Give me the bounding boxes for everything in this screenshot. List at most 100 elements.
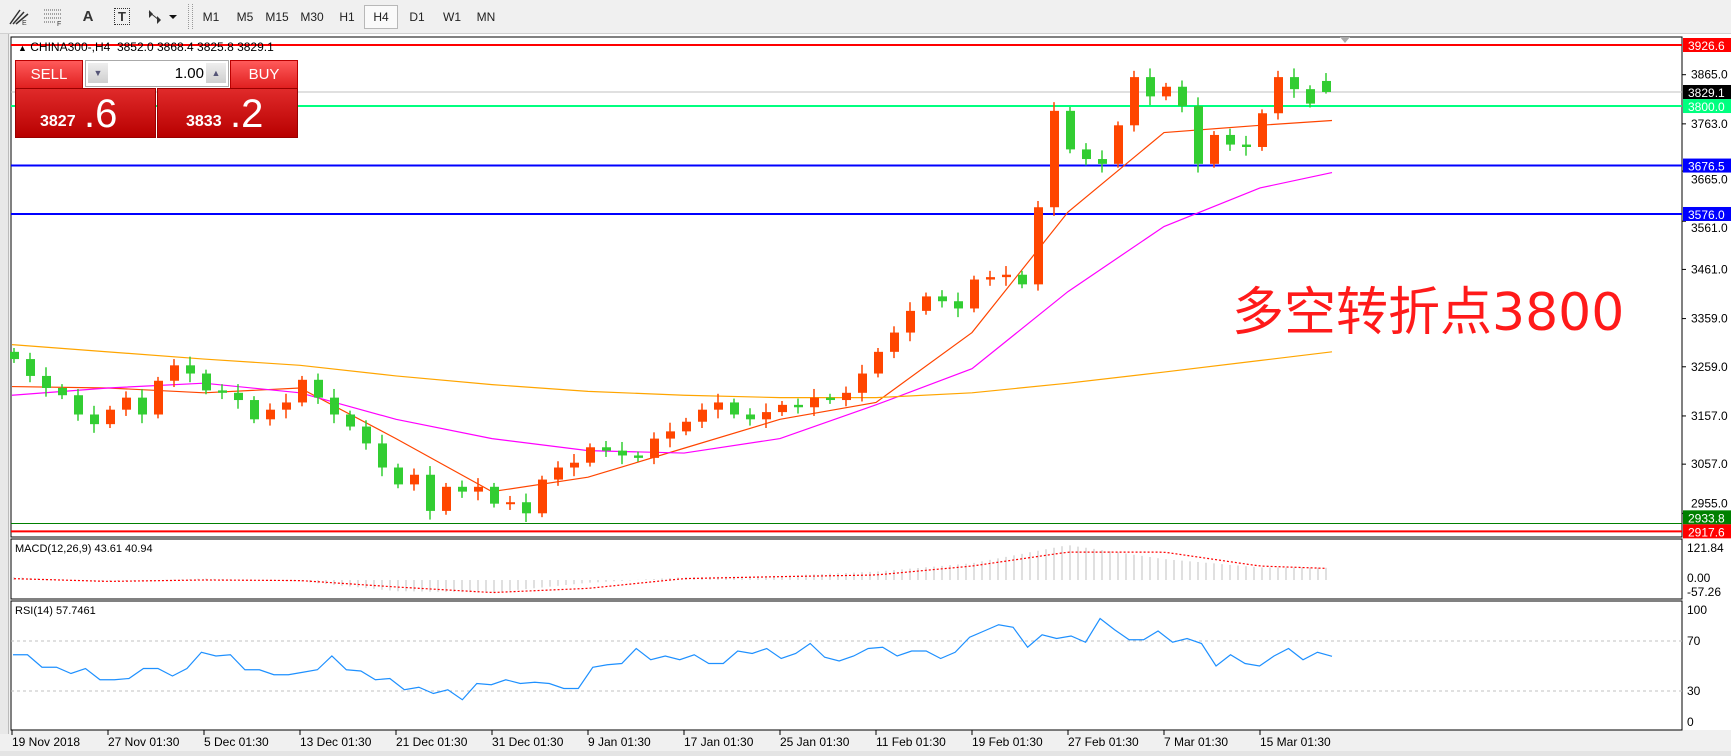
arrows-icon[interactable] xyxy=(143,5,183,27)
candle-body xyxy=(122,397,131,410)
candle xyxy=(442,482,451,515)
y-tick-label: 3461.0 xyxy=(1691,262,1728,276)
timeframe-m30[interactable]: M30 xyxy=(300,10,324,24)
timeframe-m1[interactable]: M1 xyxy=(202,10,220,24)
candle-body xyxy=(874,351,883,374)
buy-price-main: 3833 xyxy=(186,113,222,130)
candle-body xyxy=(394,467,403,485)
moving-average-line-1 xyxy=(11,119,1333,493)
candle-body xyxy=(1178,86,1187,107)
candle-body xyxy=(10,351,19,360)
chart-background xyxy=(10,34,1731,730)
candle xyxy=(1210,131,1219,168)
candle xyxy=(906,302,915,342)
candle-body xyxy=(890,332,899,352)
x-tick-label: 19 Nov 2018 xyxy=(12,735,80,749)
candle xyxy=(154,376,163,419)
collapse-triangle-icon[interactable]: ▲ xyxy=(18,43,27,53)
x-tick-label: 9 Jan 01:30 xyxy=(588,735,651,749)
fibonacci-fan-icon[interactable]: E xyxy=(6,5,32,27)
candle-body xyxy=(218,390,227,393)
x-tick-label: 17 Jan 01:30 xyxy=(684,735,754,749)
candle xyxy=(746,408,755,426)
x-tick-label: 25 Jan 01:30 xyxy=(780,735,850,749)
candle-body xyxy=(1098,159,1107,164)
x-tick-label: 27 Nov 01:30 xyxy=(108,735,180,749)
sell-button[interactable]: SELL xyxy=(15,60,83,89)
candle-body xyxy=(1290,77,1299,90)
price-label-bg xyxy=(1683,510,1731,525)
candle xyxy=(714,393,723,419)
candle-body xyxy=(58,387,67,396)
candle-body xyxy=(282,402,291,410)
sell-price-main: 3827 xyxy=(40,113,76,130)
symbol-ohlc-text: CHINA300-,H4 3852.0 3868.4 3825.8 3829.1 xyxy=(30,40,274,54)
y-tick-label: 3561.0 xyxy=(1691,221,1728,235)
price-label-bg xyxy=(1683,38,1731,52)
candle-body xyxy=(906,310,915,333)
left-panel-edge xyxy=(0,34,9,734)
candle xyxy=(730,398,739,419)
moving-average-line-2 xyxy=(11,171,1333,454)
candle xyxy=(138,388,147,424)
sell-price-button[interactable]: 3827 .6 xyxy=(15,88,156,138)
candle-body xyxy=(490,486,499,504)
candle xyxy=(362,420,371,450)
timeframe-w1[interactable]: W1 xyxy=(443,10,461,24)
candle-body xyxy=(1242,144,1251,147)
candle-body xyxy=(330,397,339,415)
price-label-bg xyxy=(1683,206,1731,221)
lot-size-field[interactable]: ▼ 1.00 ▲ xyxy=(85,60,229,87)
rsi-pane-frame xyxy=(10,600,1683,731)
moving-average-line-3 xyxy=(11,344,1333,399)
timeframe-d1[interactable]: D1 xyxy=(409,10,425,24)
timeframe-m15[interactable]: M15 xyxy=(265,10,289,24)
text-icon[interactable]: A xyxy=(82,7,94,25)
lot-increase-button[interactable]: ▲ xyxy=(206,63,226,83)
candle xyxy=(1066,106,1075,154)
candle xyxy=(58,384,67,400)
candle xyxy=(682,417,691,436)
candle-body xyxy=(794,404,803,408)
fibonacci-levels-icon[interactable]: F xyxy=(40,5,66,27)
rsi-label: RSI(14) 57.7461 xyxy=(15,605,96,617)
timeframe-h4[interactable]: H4 xyxy=(364,5,398,29)
candle xyxy=(586,443,595,467)
candle xyxy=(970,275,979,313)
candle xyxy=(826,393,835,404)
candle xyxy=(378,434,387,477)
timeframe-m5[interactable]: M5 xyxy=(236,10,254,24)
lot-size-value[interactable]: 1.00 xyxy=(174,65,204,82)
candle xyxy=(538,475,547,518)
sell-price-pips: .6 xyxy=(84,92,118,136)
candle xyxy=(410,468,419,491)
rsi-y-tick-label: 100 xyxy=(1687,603,1707,617)
candle-body xyxy=(858,373,867,393)
buy-price-button[interactable]: 3833 .2 xyxy=(157,88,298,138)
candle-body xyxy=(138,397,147,415)
text-label-icon[interactable]: T xyxy=(109,5,135,27)
candle xyxy=(394,463,403,489)
toolbar: E F A T M1 M5 M15 M30 H1 H4 D1 W1 MN xyxy=(0,0,1731,34)
candle-body xyxy=(522,502,531,514)
candle-body xyxy=(154,380,163,415)
rsi-y-tick-label: 0 xyxy=(1687,715,1694,729)
x-tick-label: 13 Dec 01:30 xyxy=(300,735,372,749)
candle-body xyxy=(1034,207,1043,285)
x-tick-label: 19 Feb 01:30 xyxy=(972,735,1043,749)
price-label-2933.8: 2933.8 xyxy=(1688,511,1725,525)
candle xyxy=(554,461,563,486)
timeframe-mn[interactable]: MN xyxy=(476,10,496,24)
y-tick-label: 3359.0 xyxy=(1691,312,1728,326)
candle-body xyxy=(1274,77,1283,114)
price-label-3676.5: 3676.5 xyxy=(1688,160,1725,174)
candle-body xyxy=(810,397,819,408)
candle-body xyxy=(778,404,787,413)
price-label-3829.1: 3829.1 xyxy=(1688,86,1725,100)
timeframe-h1[interactable]: H1 xyxy=(339,10,355,24)
buy-button[interactable]: BUY xyxy=(230,60,298,89)
symbol-info: ▲ CHINA300-,H4 3852.0 3868.4 3825.8 3829… xyxy=(18,40,274,54)
candle-body xyxy=(74,395,83,415)
lot-decrease-button[interactable]: ▼ xyxy=(88,63,108,83)
